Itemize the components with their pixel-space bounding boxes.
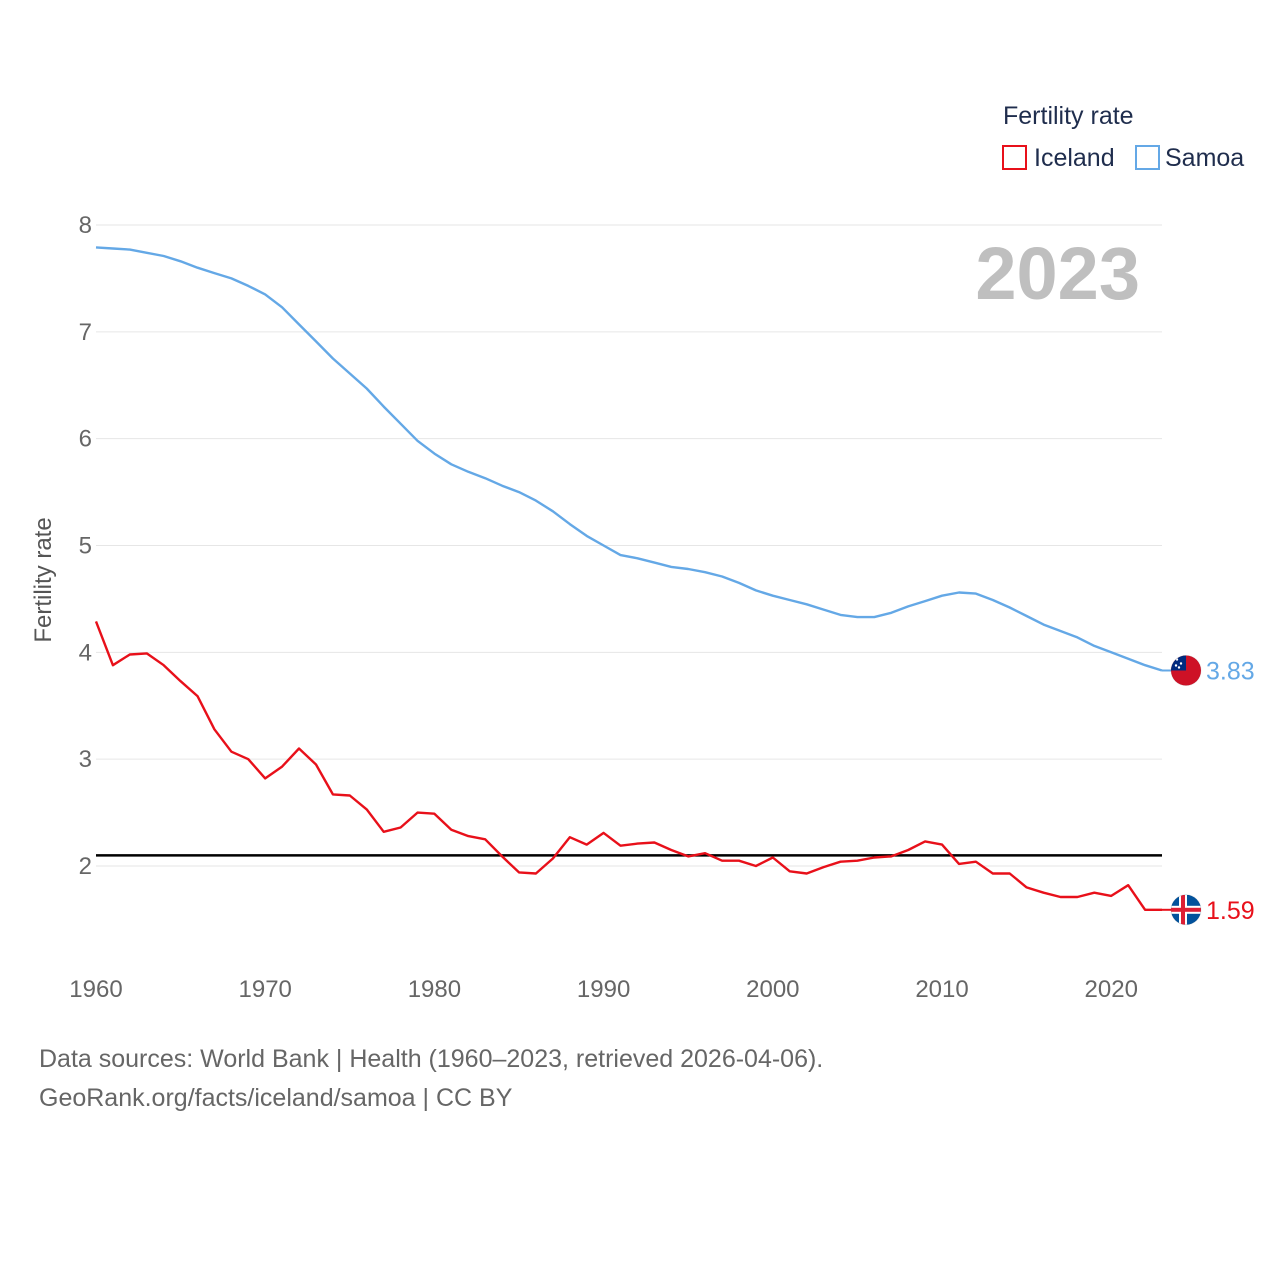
series-line-iceland[interactable] <box>94 620 1162 911</box>
x-tick-label: 1980 <box>408 976 461 1003</box>
y-tick-label: 8 <box>79 212 92 239</box>
source-link[interactable]: GeoRank.org/facts/iceland/samoa | CC BY <box>39 1084 513 1112</box>
y-axis-title: Fertility rate <box>30 517 57 642</box>
legend: Fertility rate Iceland Samoa <box>1002 102 1244 172</box>
x-axis-ticks: 1960 1970 1980 1990 2000 2010 2020 <box>69 976 1138 1003</box>
legend-item-samoa[interactable]: Samoa <box>1135 144 1244 172</box>
legend-label-samoa: Samoa <box>1165 144 1244 172</box>
x-tick-label: 1970 <box>239 976 292 1003</box>
gridlines <box>96 224 1162 867</box>
current-year-label: 2023 <box>975 232 1140 315</box>
y-tick-label: 7 <box>79 319 92 346</box>
x-tick-label: 2010 <box>915 976 968 1003</box>
x-tick-label: 1960 <box>69 976 122 1003</box>
iceland-flag-icon <box>1170 894 1202 926</box>
y-tick-label: 2 <box>79 853 92 880</box>
y-tick-label: 4 <box>79 639 92 666</box>
end-value-label-iceland: 1.59 <box>1206 897 1255 925</box>
y-tick-label: 3 <box>79 746 92 773</box>
samoa-flag-icon <box>1170 654 1202 686</box>
x-tick-label: 2020 <box>1085 976 1138 1003</box>
x-tick-label: 1990 <box>577 976 630 1003</box>
legend-title: Fertility rate <box>1003 102 1134 130</box>
legend-swatch-iceland <box>1002 145 1027 170</box>
legend-item-iceland[interactable]: Iceland <box>1002 144 1115 172</box>
end-value-label-samoa: 3.83 <box>1206 657 1255 685</box>
series-line-samoa[interactable] <box>95 246 1163 672</box>
y-tick-label: 5 <box>79 533 92 560</box>
source-note: Data sources: World Bank | Health (1960–… <box>39 1045 824 1073</box>
legend-swatch-samoa <box>1135 145 1160 170</box>
series-end-markers: 1.59 3.83 <box>1162 654 1255 926</box>
x-tick-label: 2000 <box>746 976 799 1003</box>
series-lines <box>94 246 1163 911</box>
y-tick-label: 6 <box>79 426 92 453</box>
legend-label-iceland: Iceland <box>1034 144 1115 172</box>
y-axis-ticks: 2 3 4 5 6 7 8 <box>79 212 92 880</box>
